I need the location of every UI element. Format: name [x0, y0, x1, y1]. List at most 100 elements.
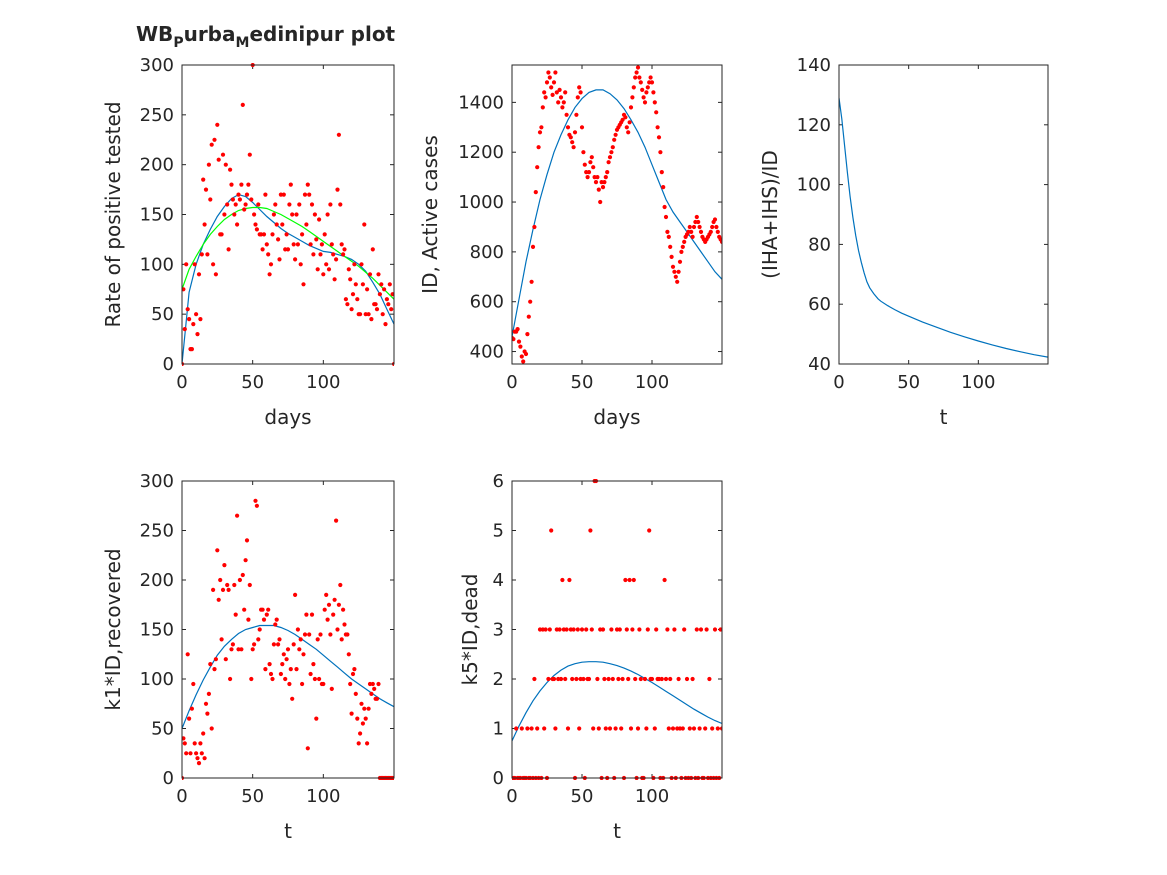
y-tick-label: 100 — [140, 669, 174, 690]
data-point — [543, 95, 548, 100]
data-point — [525, 726, 530, 731]
data-point — [201, 177, 206, 182]
data-point — [293, 257, 298, 262]
data-point — [341, 607, 346, 612]
data-point — [595, 175, 600, 180]
data-point — [703, 726, 708, 731]
data-point — [291, 242, 296, 247]
data-point — [628, 726, 634, 731]
x-tick-label: 0 — [506, 372, 517, 393]
data-point — [334, 518, 339, 523]
data-point — [547, 627, 552, 632]
data-point — [184, 751, 189, 756]
data-point — [610, 676, 615, 682]
data-point — [675, 279, 680, 284]
data-point — [565, 726, 571, 731]
data-point — [273, 622, 278, 627]
data-point — [648, 75, 653, 80]
data-point — [246, 182, 251, 187]
data-point — [294, 212, 299, 217]
data-point — [529, 279, 534, 284]
y-tick-label: 0 — [493, 768, 504, 789]
data-point — [662, 204, 667, 210]
data-point — [235, 222, 240, 227]
data-point — [588, 528, 593, 533]
data-point — [558, 676, 564, 682]
data-point — [690, 234, 695, 239]
data-point — [577, 85, 582, 90]
y-tick-label: 250 — [140, 521, 174, 542]
series-line-1 — [182, 193, 394, 365]
data-point — [194, 751, 199, 756]
y-tick-label: 2 — [493, 669, 504, 690]
data-point — [384, 297, 389, 302]
x-tick-label: 0 — [176, 372, 187, 393]
data-point — [637, 627, 642, 632]
data-point — [222, 563, 227, 568]
y-tick-label: 150 — [140, 620, 174, 641]
data-point — [542, 726, 547, 731]
data-point — [253, 498, 258, 503]
x-axis-label: days — [593, 405, 640, 429]
data-point — [287, 681, 292, 687]
data-point — [585, 175, 590, 180]
data-point — [644, 726, 649, 731]
data-point — [266, 607, 271, 612]
y-tick-label: 5 — [493, 521, 504, 542]
data-point — [182, 736, 186, 741]
data-point — [568, 135, 573, 140]
scatter-points — [182, 498, 394, 780]
data-point — [338, 582, 343, 588]
data-point — [529, 726, 534, 731]
y-tick-label: 4 — [493, 570, 504, 591]
data-point — [515, 327, 520, 332]
data-point — [352, 667, 357, 672]
data-point — [307, 632, 312, 637]
data-point — [309, 612, 315, 617]
data-point — [360, 282, 365, 287]
y-axis-label: ID, Active cases — [418, 135, 442, 294]
data-point — [288, 182, 293, 187]
data-point — [591, 165, 596, 170]
data-point — [659, 170, 664, 175]
data-point — [281, 652, 286, 657]
data-point — [649, 676, 655, 682]
data-point — [321, 681, 326, 687]
data-point — [332, 277, 337, 282]
y-tick-label: 100 — [797, 175, 831, 196]
data-point — [532, 224, 537, 230]
data-point — [318, 632, 323, 637]
data-point — [687, 726, 692, 731]
data-point — [324, 592, 329, 598]
y-tick-label: 200 — [140, 155, 174, 176]
data-point — [201, 731, 206, 736]
data-point — [256, 202, 261, 207]
data-point — [298, 637, 303, 642]
data-point — [182, 327, 187, 332]
data-point — [254, 503, 259, 508]
data-point — [300, 232, 305, 237]
data-point — [247, 582, 252, 588]
data-point — [386, 302, 391, 307]
x-tick-label: 100 — [306, 372, 340, 393]
data-point — [633, 75, 638, 80]
data-point — [571, 145, 576, 150]
data-point — [302, 632, 308, 637]
y-tick-label: 1200 — [458, 142, 504, 163]
data-point — [226, 587, 231, 593]
x-tick-label: 100 — [961, 372, 995, 393]
data-point — [312, 212, 317, 217]
data-point — [229, 182, 234, 187]
data-point — [719, 726, 722, 731]
y-tick-label: 200 — [140, 570, 174, 591]
data-point — [233, 612, 238, 617]
data-point — [182, 741, 187, 746]
y-tick-label: 1000 — [458, 192, 504, 213]
data-point — [240, 102, 245, 107]
data-point — [311, 662, 316, 667]
data-point — [560, 577, 565, 583]
data-point — [708, 229, 713, 234]
data-point — [627, 120, 632, 125]
data-point — [518, 344, 523, 349]
data-point — [208, 662, 213, 667]
